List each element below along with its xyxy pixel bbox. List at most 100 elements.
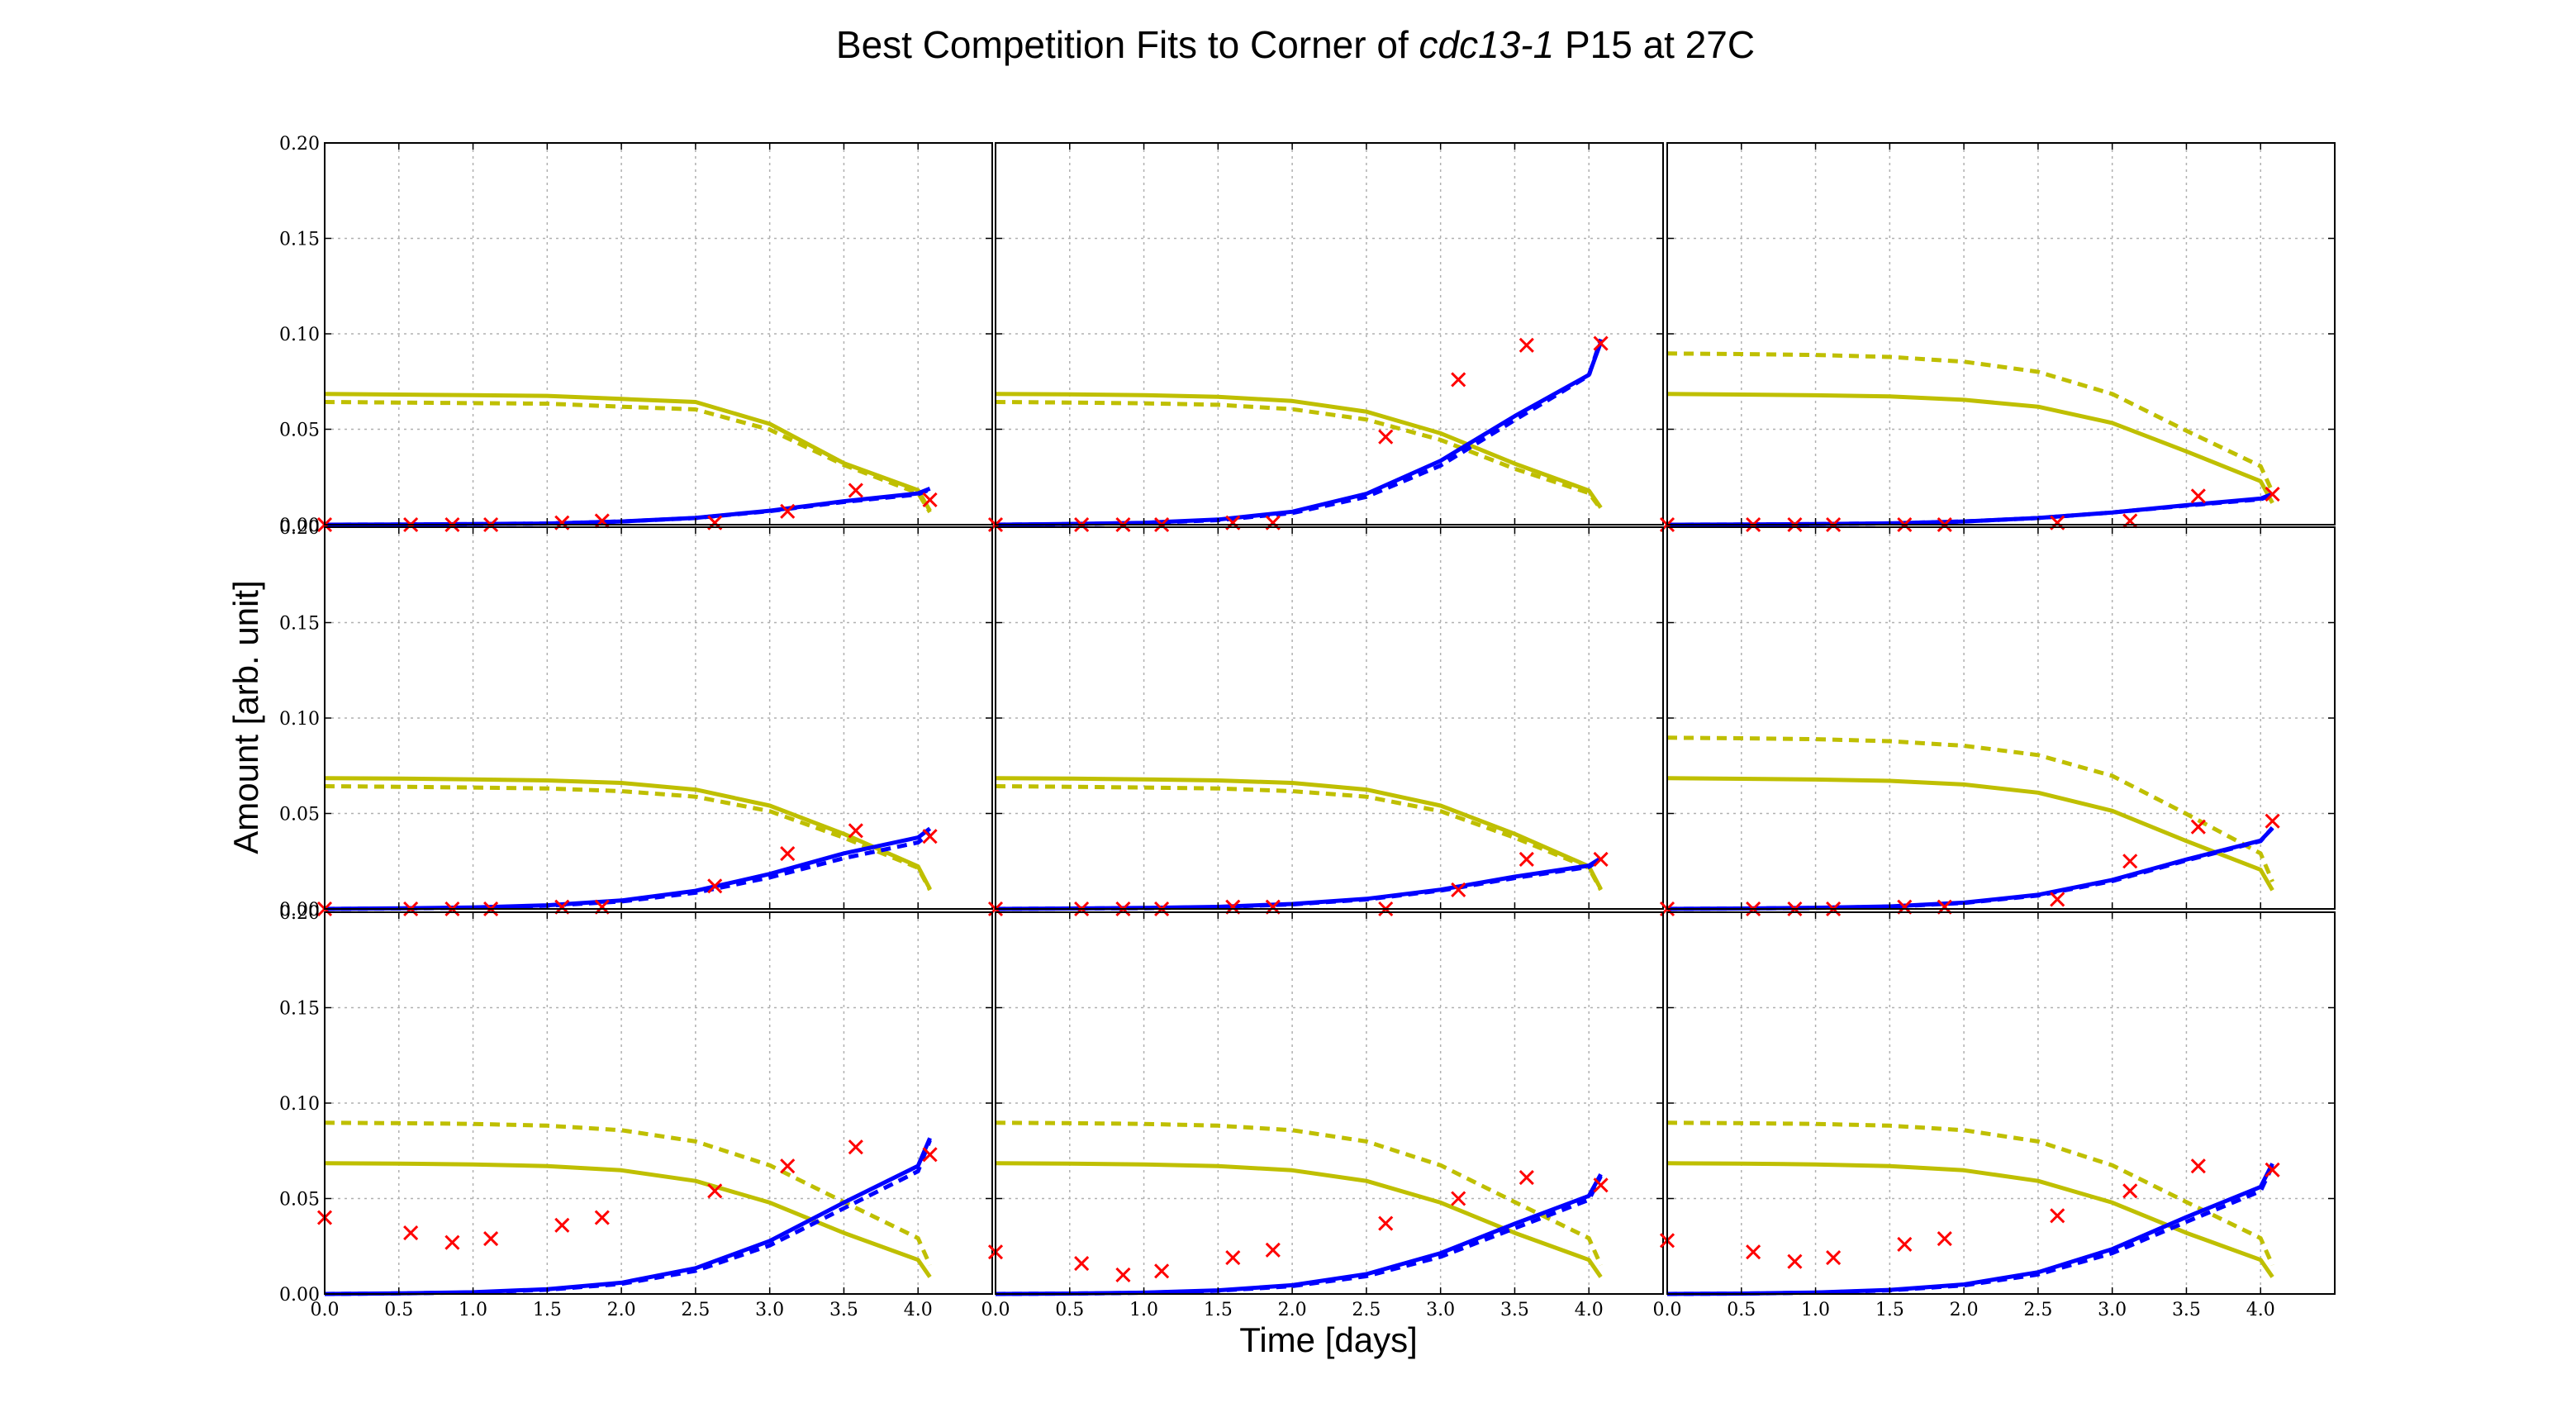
target-dashed-line [1666,825,2274,911]
x-tick-label: 1.0 [1129,1300,1158,1320]
panel-1-1: 0.00 0.05 0.10 0.15 0.20 [279,134,993,536]
observed-point [922,1147,938,1163]
observed-point [780,503,796,519]
x-tick-label: 0.0 [1653,1300,1682,1320]
y-tick-label: 0.20 [279,518,320,539]
x-tick-label: 0.0 [311,1300,340,1320]
observed-point [1115,1267,1131,1282]
observed-point [554,1217,570,1233]
y-tick-label: 0.00 [279,1285,320,1306]
competitor-solid-line [1666,776,2274,892]
competitor-dashed-line [324,1120,932,1267]
observed-point [1897,1236,1913,1253]
x-tick-label: 2.5 [1352,1300,1381,1320]
y-tick-label: 0.10 [279,1094,320,1115]
observed-point [922,492,938,508]
observed-point [848,823,863,839]
observed-point [1451,372,1466,388]
target-solid-line [324,826,932,911]
x-tick-label: 3.5 [1500,1300,1529,1320]
y-tick-label: 0.00 [279,516,320,536]
target-dashed-line [995,1175,1603,1296]
x-tick-label: 4.0 [2246,1300,2275,1320]
observed-point [1378,429,1394,445]
observed-point [1787,1253,1803,1269]
observed-point [780,845,796,862]
observed-point [848,1139,863,1155]
y-tick-label: 0.10 [279,325,320,345]
observed-point [1826,1250,1842,1266]
target-dashed-line [324,487,931,527]
observed-point [1451,882,1466,897]
observed-point [2190,488,2206,504]
competitor-solid-line [324,392,932,512]
observed-point [2265,1162,2280,1177]
y-tick-label: 0.15 [279,230,320,250]
observed-point [1225,1250,1241,1266]
competitor-dashed-line [324,400,932,514]
y-tick-label: 0.15 [279,614,320,635]
panel-2-3 [1659,526,2336,917]
panel-grid: 0.000.050.100.150.200.000.050.100.150.20… [279,134,2336,1320]
target-solid-line [324,1137,932,1296]
competitor-dashed-line [1666,351,2274,493]
competitor-dashed-line [1666,735,2274,882]
competitor-dashed-line [995,400,1603,511]
x-tick-label: 2.0 [1950,1300,1979,1320]
y-tick-label: 0.20 [279,134,320,155]
observed-point [403,1225,419,1241]
target-solid-line [995,341,1603,527]
target-dashed-line [995,857,1602,911]
observed-point [2050,1208,2065,1224]
y-axis-label: Amount [arb. unit] [226,580,265,854]
competitor-dashed-line [1666,1120,2274,1267]
observed-point [848,483,863,498]
observed-point [594,1210,610,1225]
x-tick-label: 3.0 [1426,1300,1455,1320]
x-tick-label: 2.0 [607,1300,636,1320]
observed-point [1937,1230,1952,1247]
x-tick-label: 1.5 [533,1300,562,1320]
x-tick-label: 0.5 [1055,1300,1084,1320]
x-axis-label: Time [days] [1239,1320,1418,1359]
panel-3-3: 0.0 0.5 1.0 1.5 2.0 2.5 3.0 3.5 4.0 [1653,911,2336,1320]
x-tick-label: 2.5 [681,1300,710,1320]
title-part-1: Best Competition Fits to Corner of [836,23,1419,66]
competitor-solid-line [1666,1161,2274,1278]
competitor-solid-line [324,776,932,891]
x-tick-label: 3.5 [2172,1300,2201,1320]
panel-2-2 [987,526,1664,917]
observed-point [1593,335,1609,351]
observed-point [2122,1183,2138,1199]
observed-point [1451,1191,1466,1206]
observed-point [2122,854,2138,869]
observed-point [707,1183,723,1199]
y-tick-label: 0.00 [279,900,320,920]
x-tick-label: 2.5 [2023,1300,2052,1320]
observed-point [1074,1255,1090,1272]
competitor-solid-line [1666,392,2274,504]
x-tick-label: 1.0 [459,1300,487,1320]
panel-1-3 [1659,142,2336,533]
x-tick-label: 3.0 [2098,1300,2127,1320]
observed-point [1519,851,1534,868]
observed-point [444,1234,460,1250]
observed-point [922,829,938,844]
title-strain-italic: cdc13-1 [1419,23,1555,66]
x-tick-label: 2.0 [1278,1300,1307,1320]
x-tick-label: 4.0 [904,1300,933,1320]
observed-point [1519,337,1534,353]
panel-3-2: 0.0 0.5 1.0 1.5 2.0 2.5 3.0 3.5 4.0 [981,911,1664,1320]
y-tick-label: 0.10 [279,709,320,730]
target-dashed-line [1666,1164,2274,1296]
competitor-dashed-line [324,784,932,892]
x-tick-label: 0.5 [1727,1300,1756,1320]
competitor-solid-line [324,1161,932,1278]
y-tick-label: 0.05 [279,805,320,825]
x-tick-label: 0.0 [981,1300,1010,1320]
panel-2-1: 0.00 0.05 0.10 0.15 0.20 [279,518,993,920]
observed-point [1265,1242,1281,1258]
observed-point [1593,851,1609,868]
competitor-dashed-line [995,1120,1603,1267]
